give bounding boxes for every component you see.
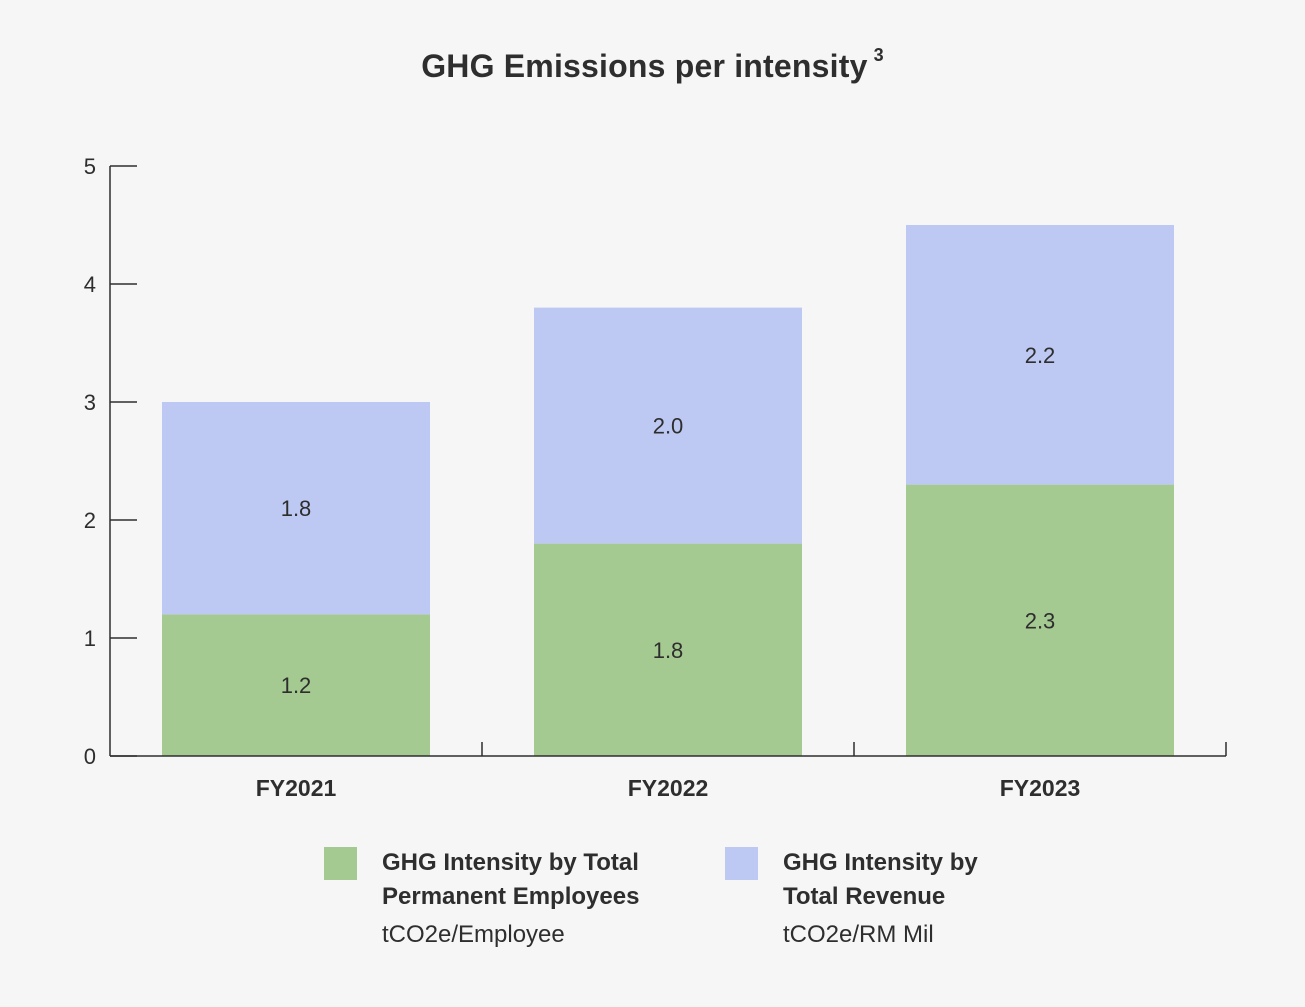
legend-item-employees: GHG Intensity by Total Permanent Employe…	[324, 846, 639, 952]
data-label-fy2023-series-0: 2.3	[1025, 608, 1056, 633]
legend-item-revenue: GHG Intensity by Total Revenue tCO2e/RM …	[725, 846, 978, 952]
legend-unit-revenue: tCO2e/RM Mil	[783, 921, 934, 948]
x-tick-label-fy2021: FY2021	[256, 775, 337, 801]
bar-fy2022-series-1	[534, 307, 802, 544]
data-label-fy2021-series-0: 1.2	[281, 673, 312, 698]
y-tick-label-4: 4	[84, 272, 96, 297]
x-tick-label-fy2023: FY2023	[1000, 775, 1081, 801]
y-tick-label-2: 2	[84, 508, 96, 533]
data-label-fy2022-series-1: 2.0	[653, 414, 684, 439]
chart-title: GHG Emissions per intensity 3	[0, 45, 1305, 85]
legend-text-revenue: GHG Intensity by Total Revenue tCO2e/RM …	[783, 846, 978, 952]
bar-fy2021-series-1	[162, 402, 430, 615]
legend-label-employees: GHG Intensity by Total Permanent Employe…	[382, 849, 640, 910]
x-tick-label-fy2022: FY2022	[628, 775, 709, 801]
legend-swatch-revenue	[725, 847, 758, 880]
y-tick-label-1: 1	[84, 626, 96, 651]
bar-fy2021-series-0	[162, 614, 430, 756]
bar-fy2023-series-1	[906, 225, 1174, 485]
chart-title-text: GHG Emissions per intensity	[421, 48, 868, 84]
y-tick-label-5: 5	[84, 154, 96, 179]
data-label-fy2022-series-0: 1.8	[653, 638, 684, 663]
bar-fy2022-series-0	[534, 543, 802, 756]
data-label-fy2023-series-1: 2.2	[1025, 343, 1056, 368]
legend-label-revenue: GHG Intensity by Total Revenue	[783, 849, 978, 910]
legend-swatch-employees	[324, 847, 357, 880]
y-tick-label-3: 3	[84, 390, 96, 415]
y-tick-label-0: 0	[84, 744, 96, 769]
legend-text-employees: GHG Intensity by Total Permanent Employe…	[382, 846, 639, 952]
data-label-fy2021-series-1: 1.8	[281, 496, 312, 521]
legend-unit-employees: tCO2e/Employee	[382, 921, 565, 948]
title-footnote-marker: 3	[873, 45, 884, 66]
bar-fy2023-series-0	[906, 484, 1174, 756]
